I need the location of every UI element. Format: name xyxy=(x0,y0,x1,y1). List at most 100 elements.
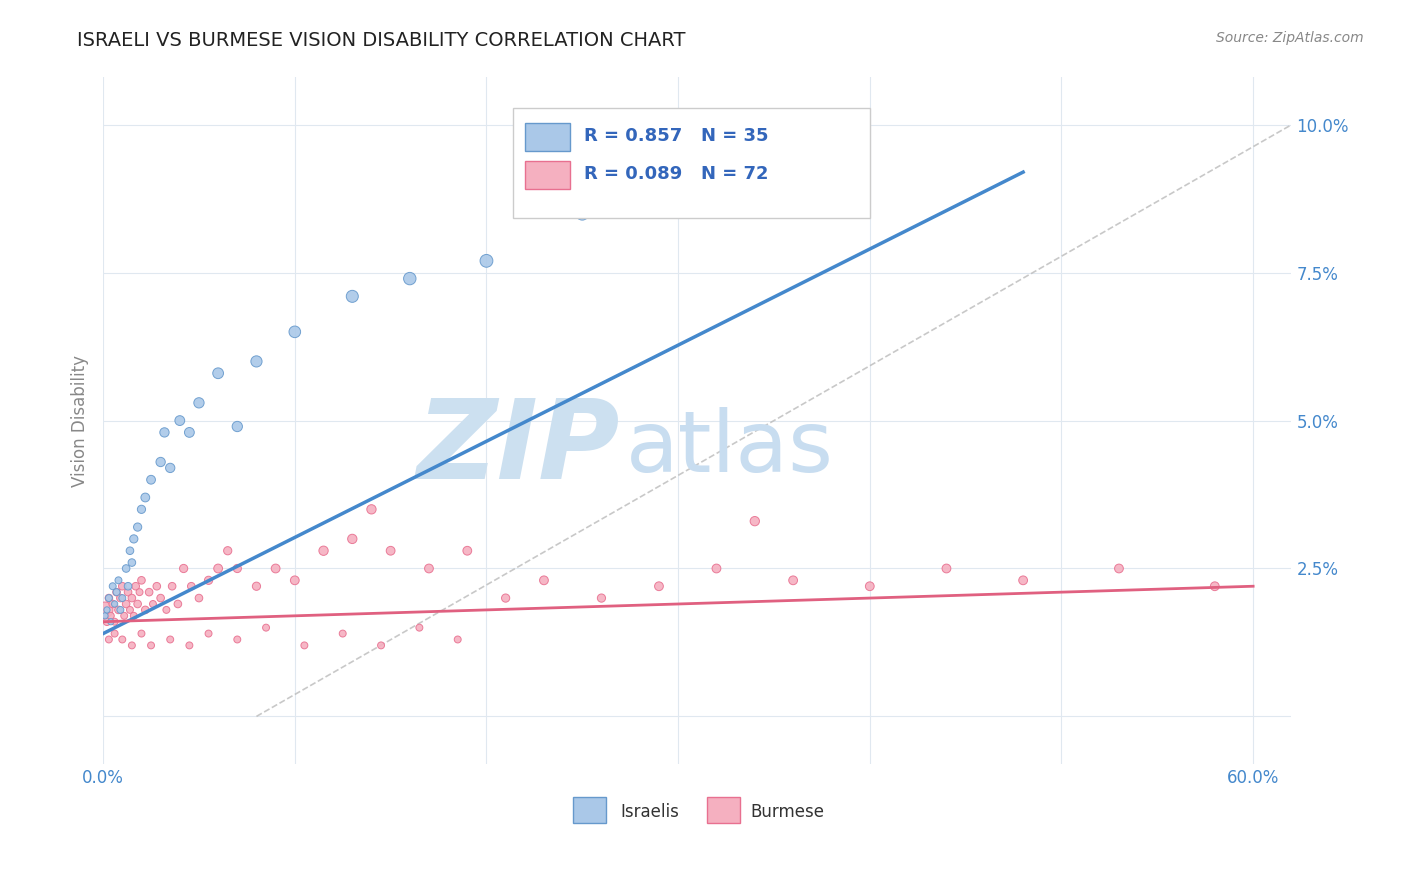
Point xyxy=(127,597,149,611)
Point xyxy=(686,194,709,209)
Point xyxy=(495,591,517,605)
Text: atlas: atlas xyxy=(626,407,834,490)
Point xyxy=(859,579,882,593)
Point xyxy=(839,177,862,191)
Point xyxy=(153,425,176,440)
Point xyxy=(533,574,555,588)
Point xyxy=(648,579,671,593)
Point xyxy=(782,574,804,588)
Point xyxy=(418,561,440,575)
Point xyxy=(169,414,191,428)
Point xyxy=(110,591,132,605)
Point xyxy=(312,543,335,558)
Point xyxy=(146,579,169,593)
Point xyxy=(332,626,354,640)
Point xyxy=(115,561,138,575)
Point xyxy=(179,425,201,440)
Point xyxy=(342,289,364,303)
Point xyxy=(122,608,145,623)
Point xyxy=(110,603,132,617)
Point xyxy=(744,514,766,528)
Point xyxy=(197,626,219,640)
Point xyxy=(122,532,145,546)
Point xyxy=(142,597,165,611)
Point xyxy=(134,491,156,505)
Point xyxy=(226,632,249,647)
Y-axis label: Vision Disability: Vision Disability xyxy=(72,355,89,486)
Point xyxy=(180,579,202,593)
Point xyxy=(121,591,143,605)
Point xyxy=(97,632,120,647)
Point xyxy=(107,574,129,588)
Point xyxy=(121,639,143,653)
Bar xyxy=(572,797,606,823)
Point xyxy=(118,603,141,617)
Text: Source: ZipAtlas.com: Source: ZipAtlas.com xyxy=(1216,31,1364,45)
Point xyxy=(475,253,498,268)
Point xyxy=(117,585,139,599)
Point xyxy=(127,520,149,534)
Point xyxy=(131,574,153,588)
Point xyxy=(226,561,249,575)
Point xyxy=(254,621,277,635)
Point xyxy=(128,585,150,599)
Point xyxy=(360,502,382,516)
Point xyxy=(149,591,172,605)
Text: Burmese: Burmese xyxy=(751,803,825,821)
Point xyxy=(342,532,364,546)
Point xyxy=(105,585,128,599)
Point xyxy=(138,585,160,599)
Point xyxy=(370,639,392,653)
Point xyxy=(104,615,127,629)
Bar xyxy=(524,161,571,188)
Point xyxy=(456,543,478,558)
Point xyxy=(125,579,148,593)
Point xyxy=(207,561,229,575)
Text: R = 0.089   N = 72: R = 0.089 N = 72 xyxy=(585,164,769,183)
Point xyxy=(245,579,267,593)
Point xyxy=(292,639,315,653)
Point xyxy=(139,639,162,653)
Point xyxy=(111,632,134,647)
Point xyxy=(188,396,211,410)
Point xyxy=(131,502,153,516)
Point xyxy=(112,608,135,623)
Point xyxy=(117,579,139,593)
Point xyxy=(107,603,129,617)
Point xyxy=(94,603,117,617)
Point xyxy=(380,543,402,558)
Point xyxy=(139,473,162,487)
Point xyxy=(591,591,613,605)
Point xyxy=(217,543,239,558)
Point xyxy=(571,206,593,220)
Point xyxy=(188,591,211,605)
Point xyxy=(131,626,153,640)
Point xyxy=(100,608,122,623)
FancyBboxPatch shape xyxy=(513,108,869,219)
Point xyxy=(159,461,181,475)
Point xyxy=(173,561,195,575)
Point xyxy=(160,579,183,593)
Point xyxy=(398,271,420,285)
Point xyxy=(105,585,128,599)
Point xyxy=(101,597,124,611)
Point xyxy=(121,556,143,570)
Point xyxy=(111,579,134,593)
Point xyxy=(134,603,156,617)
Text: ZIP: ZIP xyxy=(416,394,620,501)
Bar xyxy=(707,797,740,823)
Point xyxy=(97,591,120,605)
Point xyxy=(101,579,124,593)
Point xyxy=(264,561,287,575)
Point xyxy=(1012,574,1035,588)
Point xyxy=(207,366,229,380)
Point xyxy=(96,615,118,629)
Point xyxy=(1108,561,1130,575)
Point xyxy=(97,591,120,605)
Point xyxy=(115,597,138,611)
Point xyxy=(226,419,249,434)
Point xyxy=(408,621,430,635)
Point xyxy=(104,597,127,611)
Point xyxy=(447,632,470,647)
Point xyxy=(96,603,118,617)
